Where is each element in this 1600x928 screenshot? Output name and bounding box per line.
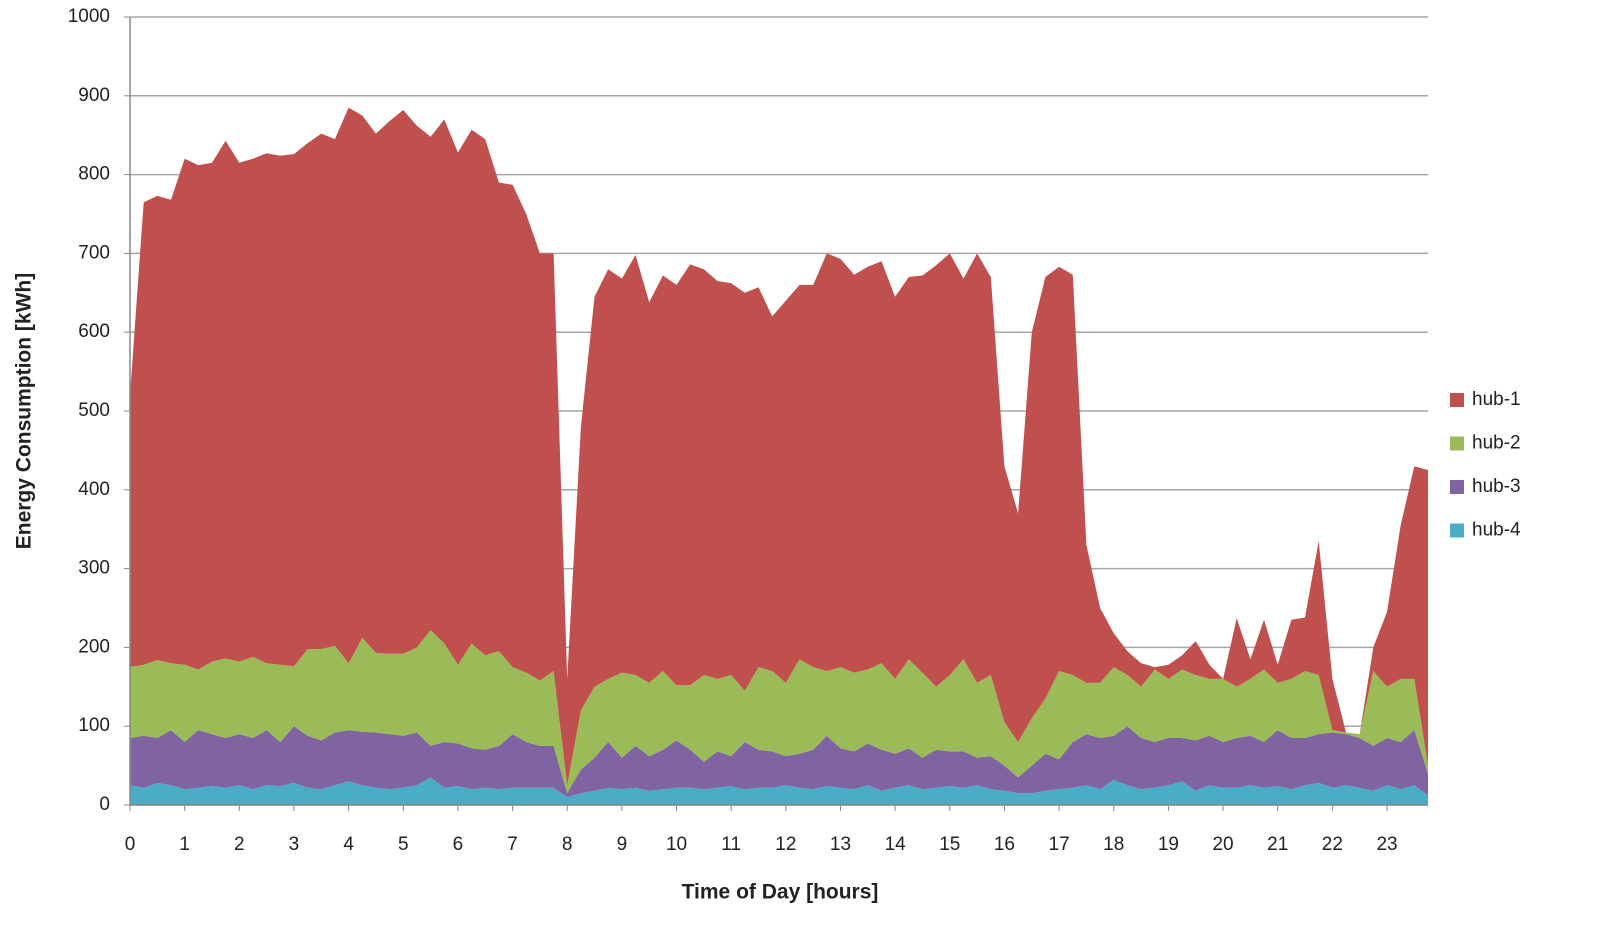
y-tick-label: 800 (78, 164, 110, 185)
y-tick-label: 300 (78, 558, 110, 579)
legend-swatch (1450, 523, 1464, 538)
x-tick-label: 23 (1376, 834, 1397, 855)
y-tick-label: 600 (78, 321, 110, 342)
x-tick-label: 2 (234, 834, 245, 855)
x-tick-label: 16 (994, 834, 1015, 855)
x-tick-label: 19 (1158, 834, 1179, 855)
area (130, 777, 1428, 805)
x-tick-label: 8 (562, 834, 573, 855)
x-tick-label: 6 (453, 834, 464, 855)
x-tick-label: 0 (125, 834, 136, 855)
x-tick-label: 12 (775, 834, 796, 855)
legend-swatch (1450, 436, 1464, 451)
x-tick-label: 13 (830, 834, 851, 855)
x-tick-label: 11 (721, 834, 741, 855)
y-tick-label: 700 (78, 242, 110, 263)
y-axis-title: Energy Consumption [kWh] (13, 273, 36, 550)
legend-label: hub-2 (1472, 433, 1521, 454)
area (130, 630, 1428, 794)
x-axis-title: Time of Day [hours] (682, 881, 879, 904)
y-tick-label: 100 (78, 715, 110, 736)
y-tick-label: 900 (78, 85, 110, 106)
x-tick-label: 20 (1212, 834, 1233, 855)
x-tick-label: 5 (398, 834, 409, 855)
x-tick-label: 1 (179, 834, 190, 855)
x-tick-label: 4 (343, 834, 354, 855)
x-tick-label: 18 (1103, 834, 1124, 855)
legend-label: hub-1 (1472, 389, 1521, 410)
y-tick-label: 1000 (68, 6, 110, 27)
x-tick-label: 21 (1267, 834, 1288, 855)
legend-label: hub-4 (1472, 520, 1521, 541)
y-tick-label: 200 (78, 636, 110, 657)
y-tick-label: 500 (78, 400, 110, 421)
x-tick-label: 7 (507, 834, 518, 855)
x-tick-label: 14 (885, 834, 907, 855)
legend-swatch (1450, 393, 1464, 407)
x-tick-label: 22 (1322, 834, 1343, 855)
x-tick-label: 9 (617, 834, 628, 855)
legend-label: hub-3 (1472, 476, 1521, 497)
area (130, 107, 1428, 786)
y-tick-label: 0 (99, 794, 110, 815)
legend-swatch (1450, 480, 1464, 494)
x-tick-label: 3 (289, 834, 300, 855)
x-tick-label: 10 (666, 834, 687, 855)
x-tick-label: 15 (939, 834, 960, 855)
x-tick-label: 17 (1049, 834, 1070, 855)
y-tick-label: 400 (78, 479, 110, 500)
area (130, 726, 1428, 798)
